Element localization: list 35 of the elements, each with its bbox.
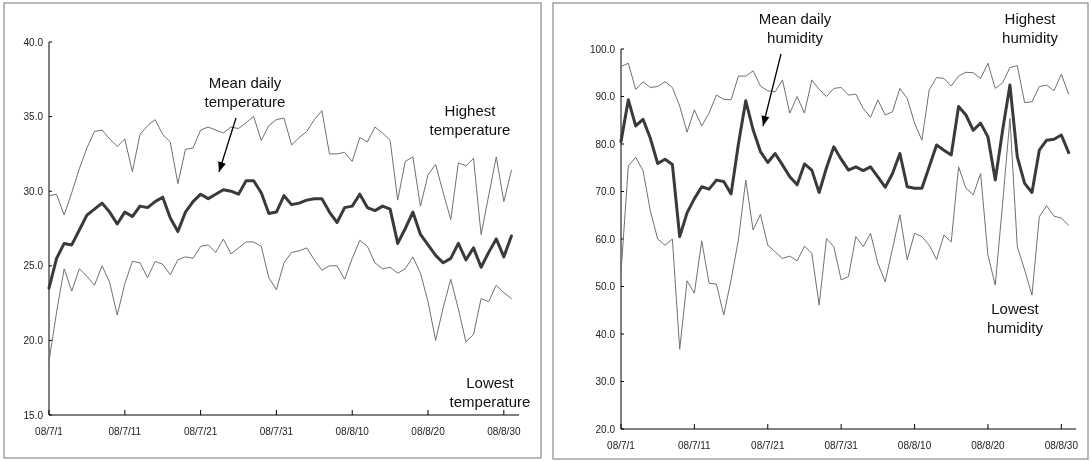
y-tick-label: 25.0 xyxy=(23,260,44,272)
text: Mean daily temperature xyxy=(204,74,286,110)
x-tick-label: 08/8/20 xyxy=(411,426,446,437)
text: Mean daily humidity xyxy=(758,10,832,46)
x-tick-label: 08/7/11 xyxy=(108,426,142,437)
series-label: Highest humidity xyxy=(1002,10,1059,46)
y-tick-label: 50.0 xyxy=(595,281,616,292)
y-tick-label: 40.0 xyxy=(595,328,616,340)
y-tick-label: 30.0 xyxy=(595,376,616,387)
y-tick-label: 100.0 xyxy=(589,43,616,55)
text: Lowest temperature xyxy=(449,374,531,410)
series-label: Lowest humidity xyxy=(987,300,1044,336)
x-tick-label: 08/8/20 xyxy=(971,440,1006,451)
y-tick-label: 15.0 xyxy=(23,409,44,421)
y-tick-label: 30.0 xyxy=(23,185,44,197)
x-tick-label: 08/7/21 xyxy=(751,440,785,451)
x-tick-label: 08/8/30 xyxy=(487,426,521,437)
y-tick-label: 90.0 xyxy=(595,91,616,102)
series-label: Highest temperature xyxy=(429,102,511,138)
x-tick-label: 08/8/10 xyxy=(897,440,932,451)
y-tick-label: 20.0 xyxy=(23,334,44,346)
x-tick-label: 08/7/11 xyxy=(678,440,712,451)
x-tick-label: 08/8/10 xyxy=(335,426,370,437)
x-tick-label: 08/7/31 xyxy=(824,440,859,451)
y-tick-label: 40.0 xyxy=(23,36,44,48)
y-tick-label: 20.0 xyxy=(595,423,616,435)
y-tick-label: 80.0 xyxy=(595,138,616,150)
x-tick-label: 08/7/1 xyxy=(35,426,64,437)
x-tick-label: 08/8/30 xyxy=(1044,440,1079,451)
x-tick-label: 08/7/21 xyxy=(183,426,218,437)
x-tick-label: 08/7/1 xyxy=(607,440,636,451)
x-tick-label: 08/7/31 xyxy=(259,426,294,437)
y-tick-label: 35.0 xyxy=(23,111,44,123)
y-tick-label: 60.0 xyxy=(595,233,616,245)
y-tick-label: 70.0 xyxy=(595,186,616,197)
